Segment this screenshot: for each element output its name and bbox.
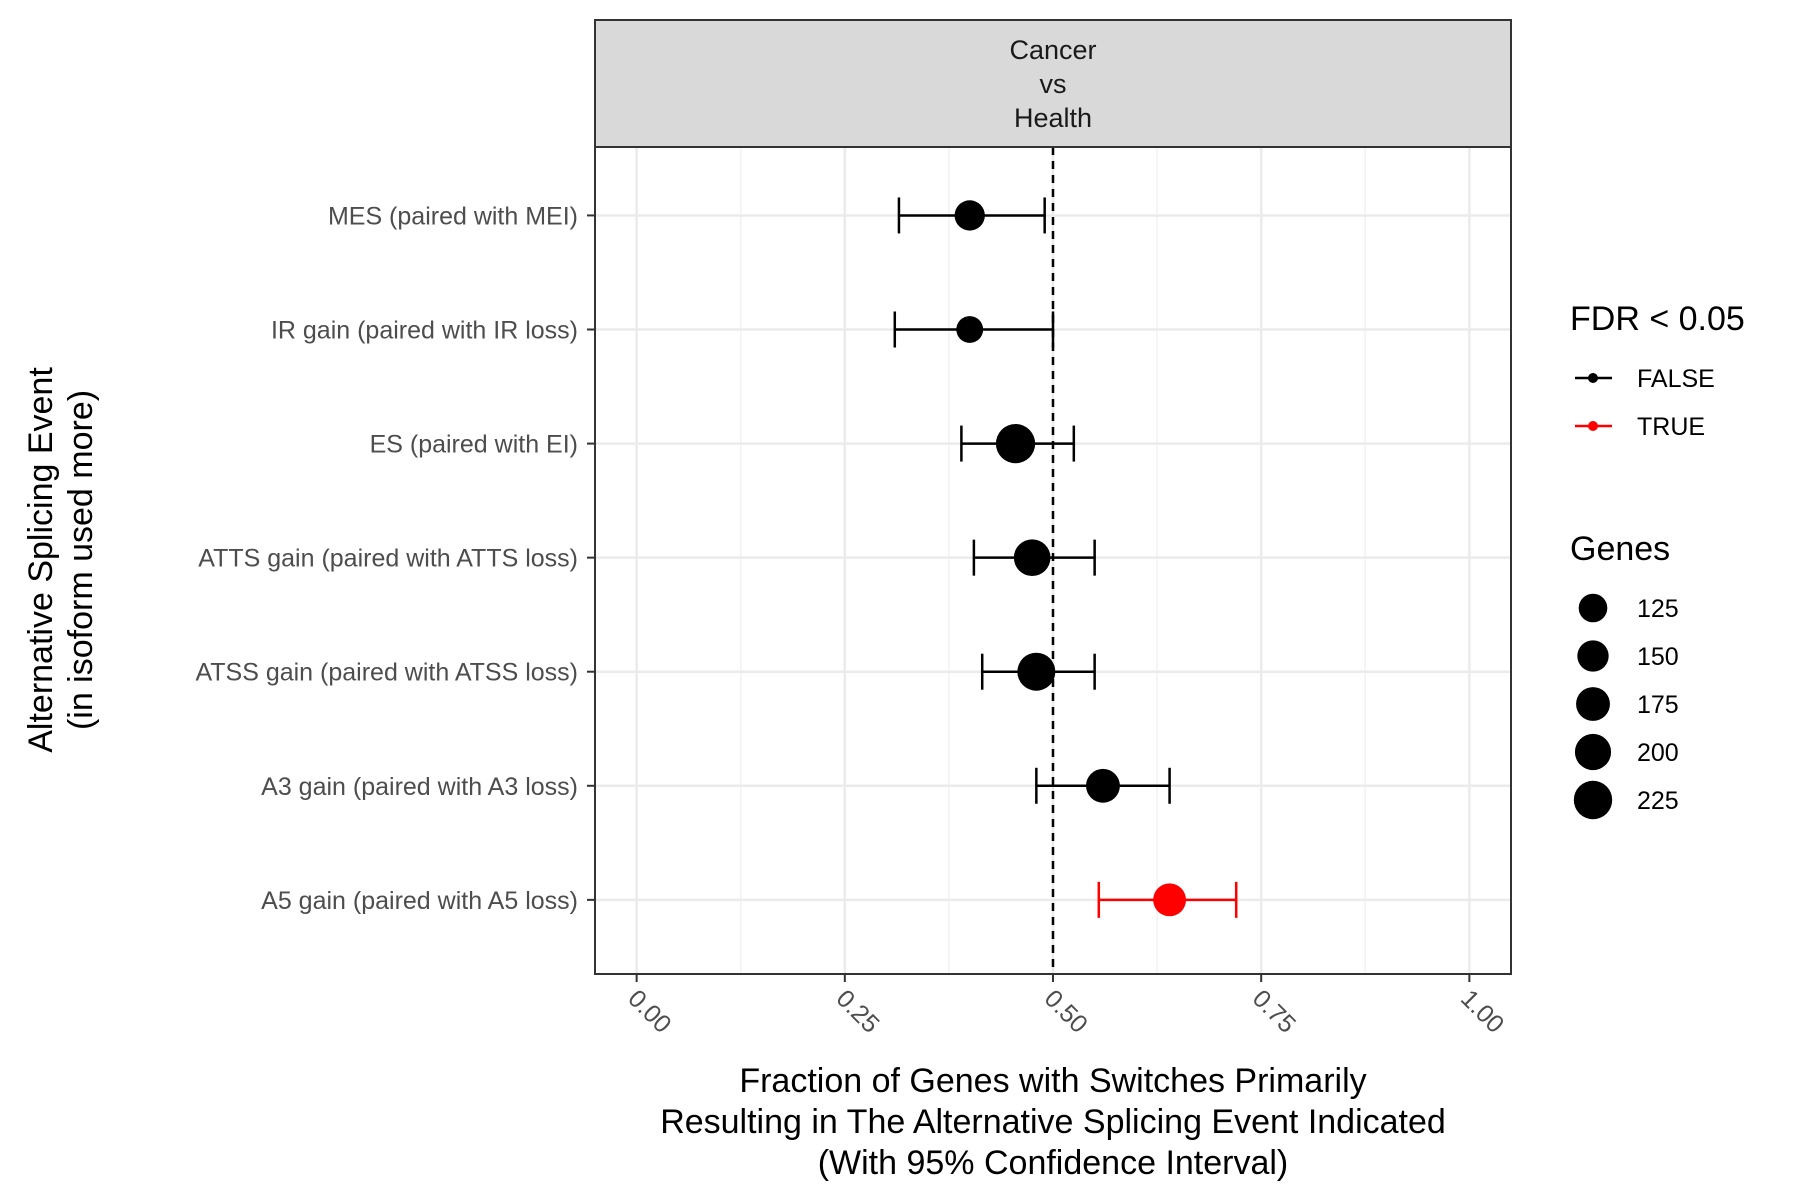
- legend-color-key-point: [1588, 421, 1598, 431]
- legend-size-label: 200: [1637, 739, 1679, 767]
- data-layer: [893, 197, 1238, 918]
- facet-strip: [594, 19, 1512, 148]
- y-tick-label: ATSS gain (paired with ATSS loss): [195, 659, 578, 687]
- data-point: [1086, 768, 1120, 803]
- y-tick-label: A3 gain (paired with A3 loss): [261, 773, 578, 801]
- x-axis-title-line-3: (With 95% Confidence Interval): [818, 1144, 1289, 1182]
- legend-size-label: 125: [1637, 595, 1679, 623]
- legend-color: FALSE TRUE: [1575, 365, 1715, 441]
- y-tick-label: A5 gain (paired with A5 loss): [261, 887, 578, 915]
- facet-strip-line-1: Cancer: [1009, 35, 1096, 65]
- y-axis: MES (paired with MEI) IR gain (paired wit…: [195, 202, 595, 915]
- legend-size-key: [1577, 640, 1609, 672]
- y-axis-title-line-1: Alternative Splicing Event: [22, 367, 60, 753]
- y-tick-label: ATTS gain (paired with ATTS loss): [198, 545, 578, 573]
- facet-strip-line-3: Health: [1014, 103, 1092, 133]
- y-tick-label: ES (paired with EI): [370, 431, 578, 459]
- legend-size-key: [1574, 733, 1612, 771]
- x-axis-title-line-1: Fraction of Genes with Switches Primaril…: [739, 1062, 1366, 1100]
- data-point: [956, 316, 984, 343]
- legend-size-key: [1576, 687, 1610, 721]
- legend-size-key: [1573, 780, 1613, 820]
- legend-color-key-point: [1588, 373, 1598, 383]
- legend-size: 125 150 175 200 225: [1573, 593, 1679, 820]
- data-point: [1017, 652, 1056, 691]
- y-axis-title-line-2: (in isoform used more): [62, 390, 100, 730]
- legend-color-label: TRUE: [1637, 413, 1705, 441]
- legend-size-label: 150: [1637, 643, 1679, 671]
- facet-strip-line-2: vs: [1040, 69, 1067, 99]
- legend-color-title: FDR < 0.05: [1570, 300, 1745, 338]
- legend-size-title: Genes: [1570, 530, 1670, 568]
- x-axis-title-line-2: Resulting in The Alternative Splicing Ev…: [660, 1103, 1446, 1141]
- legend-color-label: FALSE: [1637, 365, 1715, 393]
- data-point: [995, 423, 1036, 464]
- data-point: [1153, 883, 1187, 917]
- data-point: [1013, 539, 1051, 576]
- legend-size-label: 175: [1637, 691, 1679, 719]
- legend-size-key: [1578, 593, 1608, 623]
- data-point: [954, 200, 985, 231]
- y-tick-label: IR gain (paired with IR loss): [271, 317, 578, 345]
- y-tick-label: MES (paired with MEI): [328, 202, 578, 230]
- legend-size-label: 225: [1637, 787, 1679, 815]
